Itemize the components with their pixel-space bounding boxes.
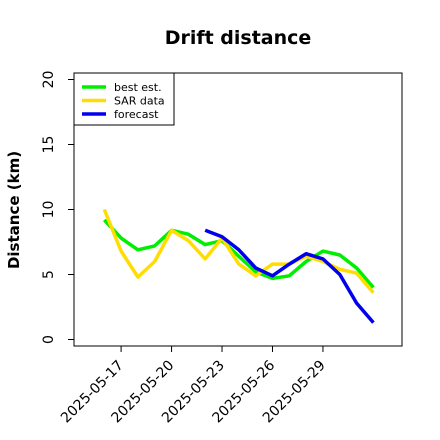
plot-area bbox=[102, 208, 375, 324]
series-line-3 bbox=[204, 228, 375, 324]
legend-label-1: best est. bbox=[114, 81, 162, 94]
y-tick-label: 5 bbox=[41, 270, 57, 279]
series-line-1 bbox=[103, 218, 375, 289]
legend-label-3: forecast bbox=[114, 108, 159, 121]
chart-title: Drift distance bbox=[165, 27, 312, 49]
y-axis-label: Distance (km) bbox=[5, 151, 23, 269]
legend-label-2: SAR data bbox=[114, 95, 165, 108]
y-tick-label: 20 bbox=[41, 71, 57, 89]
y-tick-label: 10 bbox=[41, 201, 57, 219]
y-tick-label: 0 bbox=[41, 335, 57, 344]
y-tick-label: 15 bbox=[41, 136, 57, 154]
